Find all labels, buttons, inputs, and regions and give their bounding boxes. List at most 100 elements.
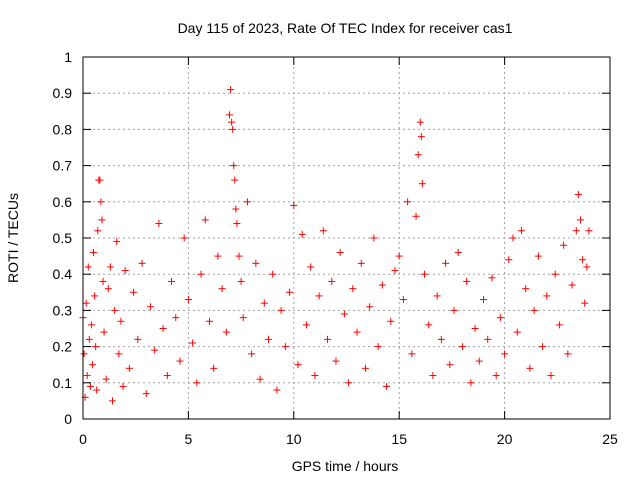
data-point <box>509 234 517 242</box>
data-point <box>172 314 180 322</box>
data-point <box>543 292 551 300</box>
data-point <box>484 335 492 343</box>
data-point <box>151 346 159 354</box>
data-point <box>496 314 504 322</box>
x-tick-label: 15 <box>391 431 407 447</box>
data-point <box>488 274 496 282</box>
data-point <box>134 335 142 343</box>
data-point <box>92 343 100 351</box>
data-point <box>530 306 538 314</box>
data-point <box>248 350 256 358</box>
data-point <box>138 259 146 267</box>
data-point <box>168 277 176 285</box>
data-point <box>235 252 243 260</box>
data-point <box>214 252 222 260</box>
data-point <box>534 252 542 260</box>
x-tick-label: 25 <box>602 431 618 447</box>
data-point <box>155 220 163 228</box>
data-point <box>324 335 332 343</box>
data-point <box>193 379 201 387</box>
data-point <box>232 205 240 213</box>
data-point <box>269 270 277 278</box>
data-point <box>231 176 239 184</box>
y-tick-label: 1 <box>64 49 72 65</box>
data-point <box>547 372 555 380</box>
data-point <box>119 382 127 390</box>
data-point <box>93 386 101 394</box>
data-point <box>581 299 589 307</box>
data-point <box>96 176 104 184</box>
data-point <box>583 263 591 271</box>
data-point <box>492 372 500 380</box>
data-point <box>88 361 96 369</box>
data-point <box>387 317 395 325</box>
x-tick-label: 10 <box>286 431 302 447</box>
data-point <box>408 350 416 358</box>
data-point <box>100 328 108 336</box>
data-point <box>442 259 450 267</box>
data-point <box>399 296 407 304</box>
data-point <box>417 133 425 141</box>
data-point <box>228 118 236 126</box>
data-point <box>336 248 344 256</box>
y-tick-label: 0.4 <box>53 266 73 282</box>
data-point <box>98 216 106 224</box>
data-point <box>505 256 513 264</box>
data-point <box>585 227 593 235</box>
data-point <box>475 357 483 365</box>
data-point <box>383 382 391 390</box>
data-point <box>159 325 167 332</box>
data-point <box>265 335 273 343</box>
data-point <box>142 390 150 398</box>
data-point <box>414 151 422 159</box>
data-point <box>237 277 245 285</box>
data-point <box>163 372 171 380</box>
data-point <box>458 343 466 351</box>
data-point <box>340 310 348 318</box>
data-point <box>446 361 454 369</box>
data-point <box>290 201 298 209</box>
data-point <box>395 252 403 260</box>
data-point <box>233 220 241 228</box>
data-point <box>353 328 361 336</box>
data-point <box>180 234 188 242</box>
data-point <box>82 299 90 307</box>
data-point <box>90 248 98 256</box>
data-point <box>230 162 238 170</box>
data-point <box>328 277 336 285</box>
data-point <box>104 285 112 293</box>
data-point <box>298 230 306 238</box>
data-point <box>332 357 340 365</box>
data-point <box>572 227 580 235</box>
data-point <box>576 216 584 224</box>
data-point <box>560 241 568 249</box>
data-point <box>97 198 105 206</box>
data-point <box>420 270 428 278</box>
data-point <box>551 270 559 278</box>
x-tick-label: 0 <box>79 431 87 447</box>
data-point <box>286 288 294 296</box>
data-point <box>357 259 365 267</box>
x-axis-label: GPS time / hours <box>292 458 399 474</box>
data-point <box>319 227 327 235</box>
data-point <box>454 248 462 256</box>
chart-title: Day 115 of 2023, Rate Of TEC Index for r… <box>178 20 513 36</box>
data-point <box>404 198 412 206</box>
data-point <box>349 285 357 293</box>
data-point <box>315 292 323 300</box>
y-tick-label: 0.7 <box>53 158 73 174</box>
data-point <box>391 267 399 275</box>
data-point <box>501 350 509 358</box>
data-point <box>99 277 107 285</box>
data-point <box>94 227 102 235</box>
data-point <box>109 397 117 405</box>
data-point <box>378 281 386 289</box>
data-point <box>517 227 525 235</box>
data-point <box>294 361 302 369</box>
data-point <box>416 118 424 126</box>
data-point <box>125 364 133 372</box>
data-point <box>260 299 268 307</box>
data-point <box>111 306 119 314</box>
data-point <box>239 314 247 322</box>
